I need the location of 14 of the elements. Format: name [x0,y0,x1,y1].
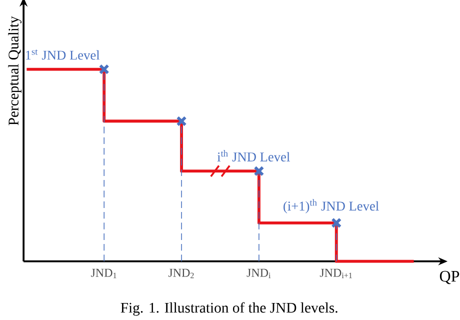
annotation: 1$^{st}$ JND Level [26,49,100,60]
x-tick-label: JND$_{2}$ [168,268,194,278]
y-axis-title: Perceptual Quality [8,16,22,126]
point [254,166,264,176]
annotation: i$^{th}$ JND Level [217,150,290,162]
x-tick-label: JND$_{1}$ [91,268,116,278]
x-tick-label: JND$_{i+1}$ [320,268,352,278]
annotation: (i+1)$^{th}$ JND Level [284,199,379,214]
point [98,64,110,75]
x-axis-title: QP [440,270,460,284]
point [176,116,187,126]
x-tick-label: JND$_{i}$ [246,268,271,278]
caption: Fig. 1. Illustration of the JND levels. [120,302,338,316]
point [331,218,342,228]
